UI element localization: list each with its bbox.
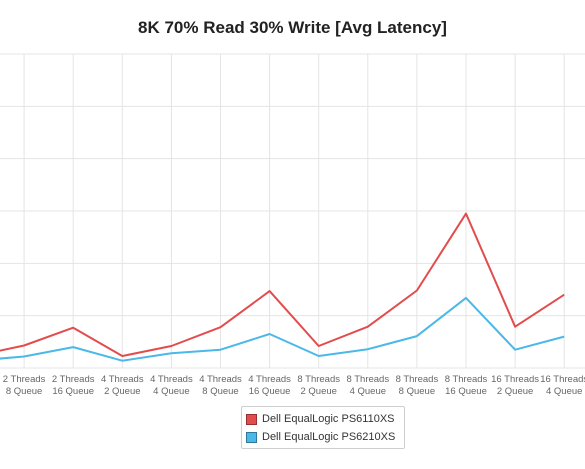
x-tick-label: 16 Threads 2 Queue — [491, 374, 539, 397]
series-line-ps6110xs[interactable] — [0, 212, 565, 357]
legend: Dell EqualLogic PS6110XS Dell EqualLogic… — [241, 406, 405, 449]
x-tick-label: 2 Threads 16 Queue — [52, 374, 95, 397]
x-tick-label: 4 Threads 16 Queue — [248, 374, 291, 397]
series-lines — [0, 212, 565, 362]
x-tick-label: 4 Threads 2 Queue — [101, 374, 144, 397]
x-tick-label: 2 Threads 8 Queue — [3, 374, 46, 397]
x-tick-label: 4 Threads 8 Queue — [199, 374, 242, 397]
legend-item-ps6210xs[interactable]: Dell EqualLogic PS6210XS — [246, 428, 400, 446]
x-tick-label: 8 Threads 2 Queue — [297, 374, 340, 397]
x-tick-label: 8 Threads 16 Queue — [445, 374, 488, 397]
x-tick-label: 4 Threads 4 Queue — [150, 374, 193, 397]
legend-label: Dell EqualLogic PS6210XS — [262, 431, 396, 443]
x-tick-label: 16 Threads 4 Queue — [540, 374, 585, 397]
legend-label: Dell EqualLogic PS6110XS — [262, 413, 395, 425]
legend-swatch-red — [246, 413, 257, 425]
legend-swatch-blue — [246, 431, 257, 443]
chart-title: 8K 70% Read 30% Write [Avg Latency] — [138, 18, 447, 37]
series-line-ps6210xs[interactable] — [0, 296, 565, 362]
legend-item-ps6110xs[interactable]: Dell EqualLogic PS6110XS — [246, 410, 400, 428]
grid — [0, 53, 585, 369]
x-tick-label: 8 Threads 4 Queue — [346, 374, 389, 397]
x-tick-label: 8 Threads 8 Queue — [396, 374, 439, 397]
